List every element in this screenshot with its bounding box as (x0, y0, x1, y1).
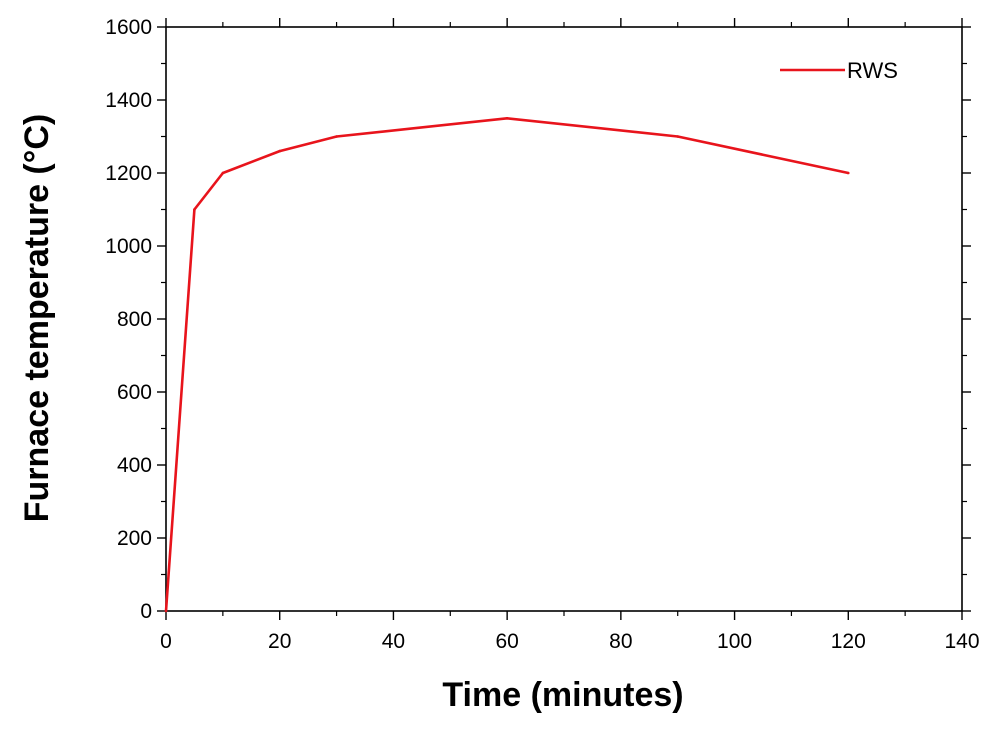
x-tick-label: 0 (160, 630, 172, 653)
y-tick-label: 0 (140, 600, 152, 623)
x-tick-label: 100 (717, 630, 752, 653)
data-point (221, 171, 225, 175)
y-tick-label: 200 (117, 527, 152, 550)
x-tick-label: 60 (495, 630, 518, 653)
data-point (278, 149, 282, 153)
y-tick-label: 400 (117, 454, 152, 477)
data-point (193, 208, 196, 211)
data-point (164, 609, 168, 613)
x-tick-label: 120 (831, 630, 866, 653)
x-tick-label: 40 (382, 630, 405, 653)
data-point (676, 135, 680, 138)
y-tick-label: 1600 (105, 16, 152, 39)
axes: 0 20 40 60 80 100 120 1400200400600800100012001… (105, 16, 979, 653)
y-axis-title: Furnace temperature (°C) (18, 114, 56, 522)
legend-label: RWS (847, 58, 898, 83)
data-point (335, 135, 338, 138)
data-point (846, 171, 850, 175)
y-tick-label: 800 (117, 308, 152, 331)
y-tick-label: 600 (117, 381, 152, 404)
x-tick-label: 140 (944, 630, 979, 653)
x-tick-label: 20 (268, 630, 291, 653)
series-line-rws (164, 117, 849, 612)
y-tick-label: 1200 (105, 162, 152, 185)
data-point (505, 116, 509, 120)
y-tick-label: 1400 (105, 89, 152, 112)
legend: RWS (780, 58, 898, 83)
x-tick-label: 80 (609, 630, 632, 653)
x-axis-title: Time (minutes) (442, 676, 683, 714)
y-tick-label: 1000 (105, 235, 152, 258)
series-layer (164, 116, 850, 613)
